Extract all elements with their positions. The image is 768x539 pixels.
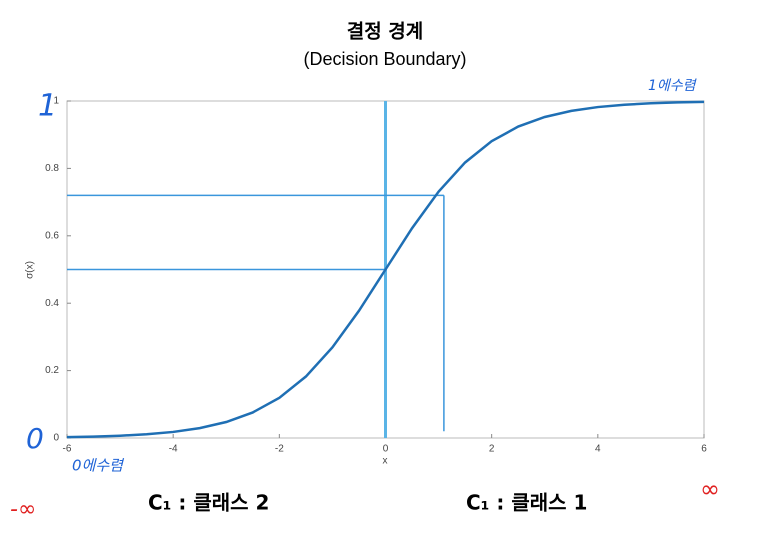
x-axis-label: x — [383, 456, 388, 467]
class-label: C₁ : 클래스 2 — [148, 491, 269, 515]
annotation: 0에수렴 — [72, 457, 125, 475]
chart-title: 결정 경계 — [347, 21, 424, 43]
x-tick-label: 2 — [489, 444, 495, 455]
y-tick-label: 0.6 — [45, 230, 59, 241]
y-axis-label: σ(x) — [25, 261, 36, 279]
annotation: 1에수렴 — [648, 78, 697, 94]
x-tick-label: 6 — [701, 444, 707, 455]
x-tick-label: 4 — [595, 444, 601, 455]
annotation: -∞ — [10, 497, 36, 522]
y-tick-label: 0.2 — [45, 365, 59, 376]
chart-subtitle: (Decision Boundary) — [303, 49, 466, 69]
y-tick-label: 0.8 — [45, 163, 59, 174]
x-tick-label: -6 — [63, 444, 72, 455]
x-tick-label: -4 — [169, 444, 178, 455]
x-tick-label: -2 — [275, 444, 284, 455]
annotation: 0 — [26, 422, 44, 455]
y-tick-label: 0 — [53, 433, 59, 444]
x-tick-label: 0 — [383, 444, 389, 455]
y-tick-label: 0.4 — [45, 298, 59, 309]
y-tick-label: 1 — [53, 96, 59, 107]
line-series — [66, 100, 705, 439]
class-label: C₁ : 클래스 1 — [466, 491, 587, 515]
annotation: ∞ — [700, 475, 720, 503]
annotation: 1 — [38, 89, 57, 124]
